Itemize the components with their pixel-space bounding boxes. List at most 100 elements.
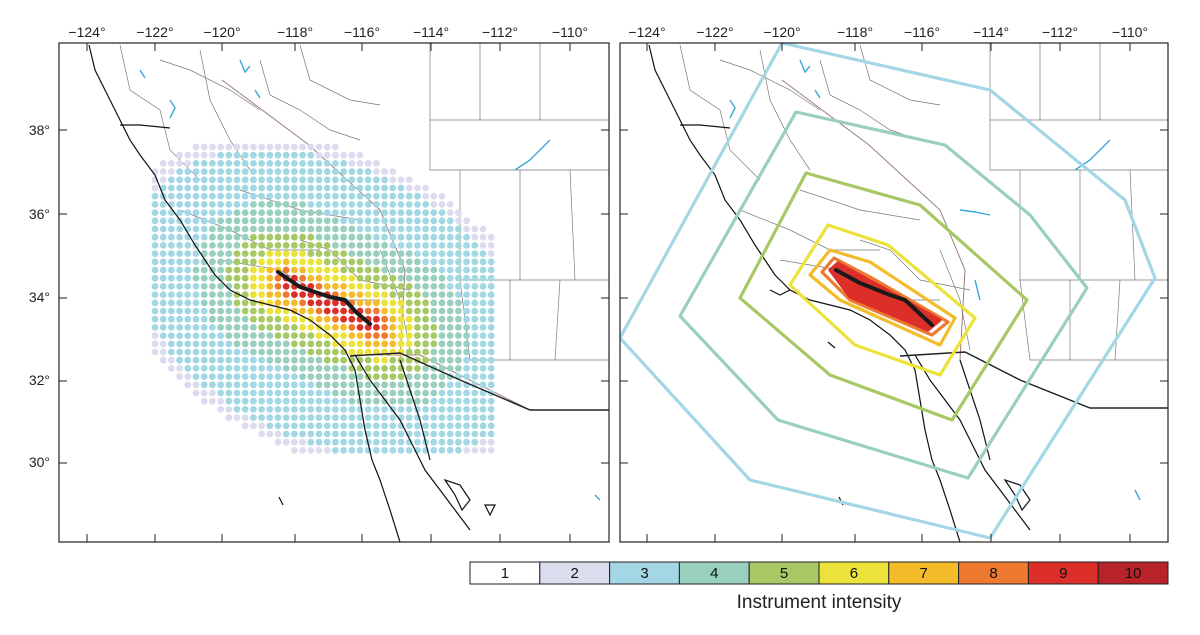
intensity-dot	[348, 176, 356, 184]
intensity-dot	[422, 250, 429, 257]
intensity-dot	[233, 381, 241, 389]
intensity-dot	[258, 414, 265, 421]
intensity-dot	[299, 217, 306, 225]
intensity-dot	[225, 356, 233, 364]
intensity-dot	[397, 430, 405, 438]
intensity-dot	[282, 242, 290, 249]
intensity-dot	[241, 324, 249, 331]
intensity-dot	[348, 315, 356, 323]
intensity-dot	[299, 406, 306, 413]
intensity-dot	[233, 283, 241, 290]
intensity-dot	[274, 250, 282, 257]
intensity-dot	[233, 332, 241, 339]
intensity-dot	[184, 209, 192, 217]
intensity-dot	[364, 160, 372, 167]
intensity-dot	[348, 192, 356, 200]
intensity-dot	[405, 233, 413, 241]
intensity-dot	[225, 250, 233, 257]
intensity-dot	[389, 168, 397, 176]
intensity-dot	[479, 250, 487, 257]
intensity-dot	[192, 365, 200, 372]
intensity-dot	[307, 184, 315, 192]
intensity-dot	[307, 209, 315, 217]
intensity-dot	[217, 242, 225, 249]
intensity-dot	[414, 430, 421, 438]
intensity-dot	[438, 414, 446, 421]
intensity-dot	[192, 151, 200, 159]
legend-label-10: 10	[1125, 565, 1142, 582]
intensity-dot	[397, 258, 405, 266]
intensity-dot	[373, 414, 380, 421]
intensity-dot	[323, 422, 331, 430]
intensity-dot	[373, 274, 380, 282]
intensity-dot	[225, 242, 233, 249]
intensity-dot	[348, 209, 356, 217]
intensity-dot	[340, 266, 347, 274]
intensity-dot	[389, 422, 397, 430]
intensity-dot	[258, 340, 265, 348]
intensity-dot	[373, 168, 380, 176]
intensity-dot	[307, 340, 315, 348]
intensity-dot	[241, 283, 249, 290]
intensity-dot	[323, 283, 331, 290]
intensity-dot	[209, 225, 216, 233]
intensity-dot	[233, 250, 241, 257]
legend-swatch-10	[1097, 561, 1169, 585]
intensity-dot	[250, 365, 257, 372]
intensity-dot	[250, 242, 257, 249]
intensity-dot	[233, 274, 241, 282]
intensity-dot	[438, 438, 446, 446]
intensity-dot	[471, 250, 479, 257]
intensity-dot	[192, 184, 200, 192]
intensity-dot	[405, 447, 413, 454]
intensity-dot	[315, 176, 323, 184]
intensity-dot	[397, 315, 405, 323]
intensity-dot	[389, 299, 397, 307]
intensity-dot	[307, 201, 315, 208]
intensity-dot	[176, 242, 184, 249]
intensity-dot	[389, 324, 397, 331]
intensity-dot	[307, 406, 315, 413]
intensity-dot	[479, 315, 487, 323]
intensity-dot	[315, 217, 323, 225]
intensity-dot	[405, 307, 413, 315]
intensity-dot	[332, 151, 339, 159]
intensity-dot	[291, 348, 298, 356]
intensity-dot	[168, 332, 175, 339]
right-lon-label: −112°	[1042, 24, 1078, 40]
intensity-dot	[225, 176, 233, 184]
intensity-dot	[348, 348, 356, 356]
intensity-dot	[340, 414, 347, 421]
intensity-dot	[414, 201, 421, 208]
intensity-dot	[348, 217, 356, 225]
intensity-dot	[274, 143, 282, 151]
intensity-dot	[487, 406, 495, 413]
intensity-dot	[184, 324, 192, 331]
intensity-dot	[258, 332, 265, 339]
intensity-dot	[348, 242, 356, 249]
intensity-dot	[414, 299, 421, 307]
intensity-dot	[405, 201, 413, 208]
intensity-dot	[356, 266, 364, 274]
legend-label-1: 1	[501, 565, 509, 582]
intensity-dot	[405, 184, 413, 192]
intensity-dot	[381, 176, 388, 184]
intensity-dot	[233, 160, 241, 167]
intensity-dot	[307, 381, 315, 389]
intensity-dot	[348, 324, 356, 331]
intensity-dot	[487, 430, 495, 438]
left-fault-rupture	[276, 270, 372, 326]
right-lon-label: −114°	[973, 24, 1009, 40]
intensity-dot	[209, 348, 216, 356]
intensity-dot	[348, 184, 356, 192]
intensity-dot	[332, 397, 339, 405]
intensity-dot	[241, 168, 249, 176]
intensity-dot	[340, 176, 347, 184]
intensity-dot	[389, 381, 397, 389]
intensity-dot	[471, 438, 479, 446]
intensity-dot	[414, 217, 421, 225]
intensity-dot	[364, 192, 372, 200]
intensity-dot	[430, 242, 438, 249]
intensity-dot	[455, 381, 462, 389]
intensity-dot	[487, 422, 495, 430]
